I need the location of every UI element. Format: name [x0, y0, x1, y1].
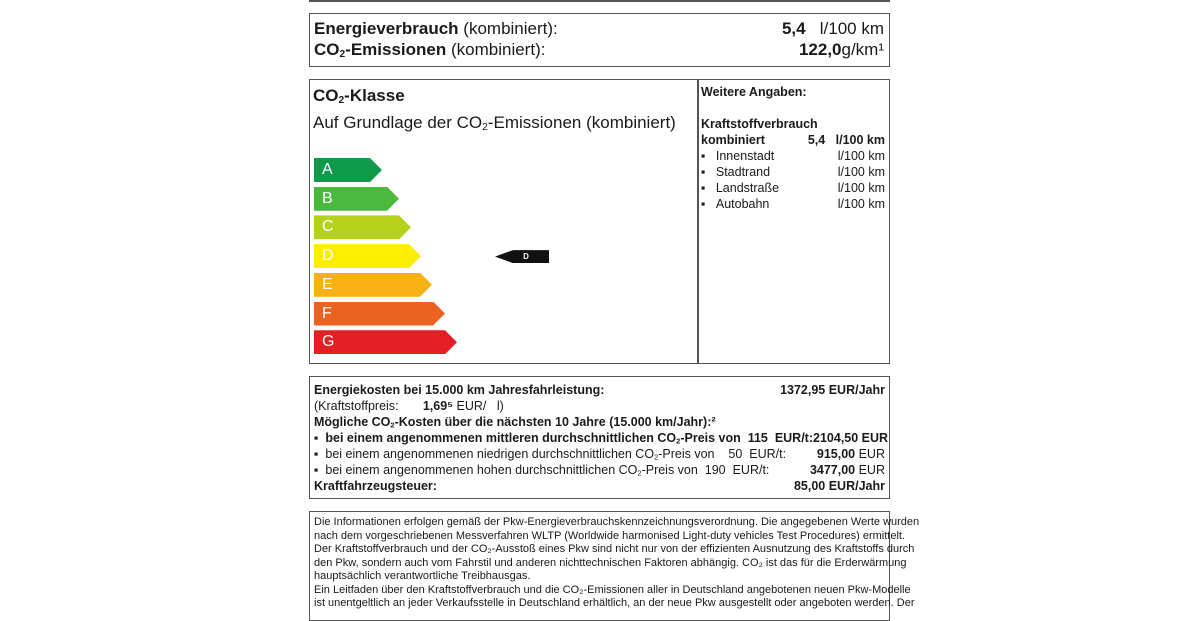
- fuel-price-label: (Kraftstoffpreis:: [314, 399, 399, 413]
- fuel-price-value: 1,69⁵: [422, 399, 454, 413]
- energy-value: 5,4: [781, 19, 806, 38]
- detail-unit: l/100 km: [837, 165, 885, 179]
- details-title: Weitere Angaben:: [701, 85, 807, 99]
- fuel-price-row: (Kraftstoffpreis: 1,69⁵ EUR/ l): [314, 398, 885, 414]
- scenario-pre: bei einem angenommenen mittleren durchsc…: [325, 431, 677, 445]
- detail-label: Landstraße: [715, 181, 780, 195]
- bullet-icon: ▪: [701, 181, 706, 195]
- co2-heading-pre: Mögliche CO: [314, 415, 391, 429]
- current-class-marker: D: [495, 250, 549, 264]
- co2-row: CO2-Emissionen (kombiniert): 122,0g/km¹: [314, 40, 885, 61]
- bullet-icon: ▪: [701, 149, 706, 163]
- co2-class-box: CO2-Klasse Auf Grundlage der CO2-Emissio…: [309, 79, 890, 364]
- footer-line: den Pkw, sondern auch vom Fahrstil und a…: [314, 556, 907, 569]
- energy-suffix: (kombiniert):: [458, 19, 558, 38]
- scenario-unit: EUR: [858, 431, 889, 445]
- co2-suffix: (kombiniert):: [446, 40, 546, 59]
- footer-line: Der Kraftstoffverbrauch und der CO₂-Auss…: [314, 543, 915, 555]
- divider: [309, 0, 890, 2]
- co2-class-bar-e: E: [314, 273, 432, 297]
- consumption-box: Energieverbrauch (kombiniert): 5,4 l/100…: [309, 13, 890, 67]
- scenario-pre: bei einem angenommenen niedrigen durchsc…: [325, 447, 655, 461]
- footer-text: Die Informationen erfolgen gemäß der Pkw…: [314, 516, 920, 611]
- footer-line: nach dem vorgeschriebenen Messverfahren …: [314, 529, 906, 542]
- fuel-price-unit: EUR/ l): [456, 399, 504, 413]
- bullet-icon: ▪: [701, 197, 706, 211]
- co2-class-heading: CO2-Klasse Auf Grundlage der CO2-Emissio…: [313, 86, 676, 134]
- energy-row: Energieverbrauch (kombiniert): 5,4 l/100…: [314, 19, 884, 39]
- scenario-post: -Preis von 190 EUR/t:: [641, 463, 770, 477]
- co2-class-bar-a: A: [314, 158, 382, 182]
- scenario-value: 3477,00: [809, 463, 856, 477]
- energy-costs-value: 1372,95 EUR/Jahr: [780, 383, 885, 397]
- co2-scenario-row: ▪ bei einem angenommenen niedrigen durch…: [314, 447, 885, 462]
- bullet-icon: ▪: [314, 447, 319, 461]
- details-panel: Weitere Angaben: Kraftstoffverbrauch kom…: [701, 84, 885, 212]
- co2-class-bar-f: F: [314, 302, 445, 326]
- scenario-value: 2104,50: [813, 431, 859, 445]
- subtitle-post: -Emissionen (kombiniert): [487, 113, 676, 133]
- detail-label: Innenstadt: [715, 149, 775, 163]
- bullet-icon: ▪: [701, 165, 706, 179]
- co2-class-bar-d: D: [314, 244, 421, 268]
- scenario-post: -Preis von 50 EUR/t:: [658, 447, 787, 461]
- footer-line: hauptsächlich verantwortliche Treibhausg…: [314, 570, 531, 582]
- detail-label: Autobahn: [715, 197, 770, 211]
- co2-value: 122,0: [798, 40, 842, 59]
- energy-unit: l/100 km: [819, 19, 884, 38]
- co2-class-bar-g: G: [314, 330, 457, 354]
- footer-line: Die Informationen erfolgen gemäß der Pkw…: [314, 516, 920, 528]
- combined-unit: l/100 km: [835, 133, 885, 147]
- footer-box: Die Informationen erfolgen gemäß der Pkw…: [309, 511, 920, 621]
- costs-box: Energiekosten bei 15.000 km Jahresfahrle…: [309, 376, 890, 499]
- bullet-icon: ▪: [314, 463, 319, 477]
- detail-unit: l/100 km: [837, 149, 885, 163]
- co2-class-bar-b: B: [314, 187, 399, 211]
- footer-line: Ein Leitfaden über den Kraftstoffverbrau…: [314, 583, 911, 596]
- scenario-unit: EUR: [855, 447, 885, 461]
- footer-line: ist unentgeltlich an jeder Verkaufsstell…: [314, 597, 915, 609]
- combined-label: kombiniert: [701, 133, 765, 147]
- detail-item: ▪ Autobahn l/100 km: [701, 196, 885, 212]
- co2-costs-heading: Mögliche CO2-Kosten über die nächsten 10…: [314, 415, 716, 430]
- detail-unit: l/100 km: [837, 197, 885, 211]
- energy-costs-row: Energiekosten bei 15.000 km Jahresfahrle…: [314, 382, 885, 398]
- tax-row: Kraftfahrzeugsteuer: 85,00 EUR/Jahr: [314, 478, 885, 494]
- co2-unit: g/km¹: [841, 40, 885, 59]
- energy-label: Energieverbrauch: [314, 19, 459, 38]
- subtitle-pre: Auf Grundlage der CO: [313, 113, 483, 133]
- tax-value: 85,00 EUR/Jahr: [793, 479, 885, 493]
- scenario-pre: bei einem angenommenen hohen durchschnit…: [325, 463, 638, 477]
- bullet-icon: ▪: [314, 431, 319, 445]
- co2-heading-post: -Kosten über die nächsten 10 Jahre (15.0…: [394, 415, 716, 429]
- divider: [697, 80, 699, 363]
- tax-label: Kraftfahrzeugsteuer:: [314, 479, 437, 493]
- scenario-unit: EUR: [855, 463, 885, 477]
- detail-item: ▪ Landstraße l/100 km: [701, 180, 885, 196]
- detail-unit: l/100 km: [837, 181, 885, 195]
- co2-scenario-row: ▪ bei einem angenommenen mittleren durch…: [314, 431, 889, 446]
- fuel-heading: Kraftstoffverbrauch: [701, 117, 818, 131]
- co2-scenario-row: ▪ bei einem angenommenen hohen durchschn…: [314, 463, 885, 478]
- co2-class-bar-c: C: [314, 215, 411, 239]
- energy-costs-label: Energiekosten bei 15.000 km Jahresfahrle…: [314, 383, 605, 397]
- co2-class-title: -Klasse: [344, 86, 405, 105]
- detail-label: Stadtrand: [715, 165, 771, 179]
- scenario-post: -Preis von 115 EUR/t:: [680, 431, 814, 445]
- detail-item: ▪ Stadtrand l/100 km: [701, 164, 885, 180]
- scenario-value: 915,00: [816, 447, 856, 461]
- combined-row: kombiniert 5,4 l/100 km: [701, 132, 885, 148]
- combined-value: 5,4: [807, 133, 826, 147]
- detail-item: ▪ Innenstadt l/100 km: [701, 148, 885, 164]
- co2-label: -Emissionen: [345, 40, 447, 59]
